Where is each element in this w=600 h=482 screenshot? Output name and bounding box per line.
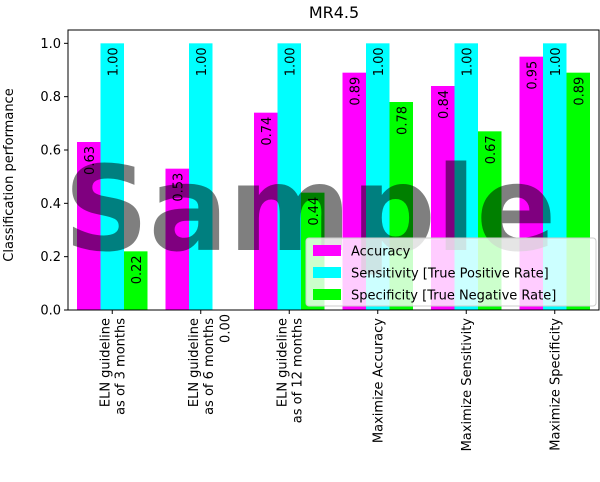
x-tick-label: ELN guideline (275, 318, 290, 407)
bar-value-label: 1.00 (460, 47, 475, 76)
y-axis-ticks: 0.0 0.2 0.4 0.6 0.8 1.0 (40, 37, 68, 319)
value-labels-layer: 0.63 1.00 0.22 0.53 1.00 0.00 0.74 1.00 0.44 0.89… (83, 47, 588, 343)
bar-value-label: 0.84 (437, 90, 452, 119)
legend-swatch (313, 289, 341, 300)
y-tick-label: 0.6 (40, 144, 61, 159)
bar (124, 251, 148, 310)
bar (254, 112, 278, 311)
bar-value-label: 1.00 (106, 47, 121, 76)
bar (77, 142, 101, 310)
bar-value-label: 0.95 (525, 61, 540, 90)
legend-swatch (313, 245, 341, 256)
bar-value-label: 0.89 (572, 77, 587, 106)
bar (277, 43, 301, 310)
bar (100, 43, 124, 310)
bar-value-label: 0.89 (348, 77, 363, 106)
legend: Accuracy Sensitivity [True Positive Rate]… (305, 237, 597, 307)
bar-value-label: 1.00 (372, 47, 387, 76)
legend-box (305, 237, 597, 307)
x-axis-ticks: ELN guideline as of 3 months ELN guideline… (98, 310, 563, 451)
plot-frame (67, 29, 600, 311)
bar-value-label: 0.78 (395, 106, 410, 135)
bar-value-label: 0.22 (130, 255, 145, 284)
y-tick-label: 0.2 (40, 250, 61, 265)
bar-value-label: 1.00 (195, 47, 210, 76)
x-tick-label: Maximize Sensitivity (460, 318, 475, 452)
chart-title: MR4.5 (309, 3, 359, 22)
bar-value-label: 0.74 (260, 117, 275, 146)
x-tick-label: Maximize Accuracy (371, 318, 386, 443)
bar (165, 168, 189, 310)
bar-value-label: 0.67 (484, 135, 499, 164)
y-tick-label: 0.4 (40, 197, 61, 212)
x-tick-label: as of 3 months (113, 318, 128, 415)
x-tick-label: as of 6 months (202, 318, 217, 415)
y-tick-label: 0.8 (40, 90, 61, 105)
y-tick-label: 1.0 (40, 37, 61, 52)
x-tick-label: ELN guideline (187, 318, 202, 407)
y-axis-label: Classification performance (2, 88, 17, 261)
x-tick-label: Maximize Specificity (548, 318, 563, 451)
legend-label: Accuracy (351, 245, 411, 260)
legend-label: Specificity [True Negative Rate] (351, 289, 556, 304)
legend-swatch (313, 267, 341, 278)
x-tick-label: ELN guideline (98, 318, 113, 407)
bar-value-label: 0.44 (307, 197, 322, 226)
bar-value-label: 0.53 (171, 173, 186, 202)
bar-value-label: 1.00 (549, 47, 564, 76)
y-tick-label: 0.0 (40, 304, 61, 319)
bar-value-label: 1.00 (283, 47, 298, 76)
bar (189, 43, 213, 310)
bar-value-label: 0.63 (83, 146, 98, 175)
bar-value-label: 0.00 (218, 314, 233, 343)
x-tick-label: as of 12 months (290, 318, 305, 423)
legend-label: Sensitivity [True Positive Rate] (351, 267, 549, 282)
